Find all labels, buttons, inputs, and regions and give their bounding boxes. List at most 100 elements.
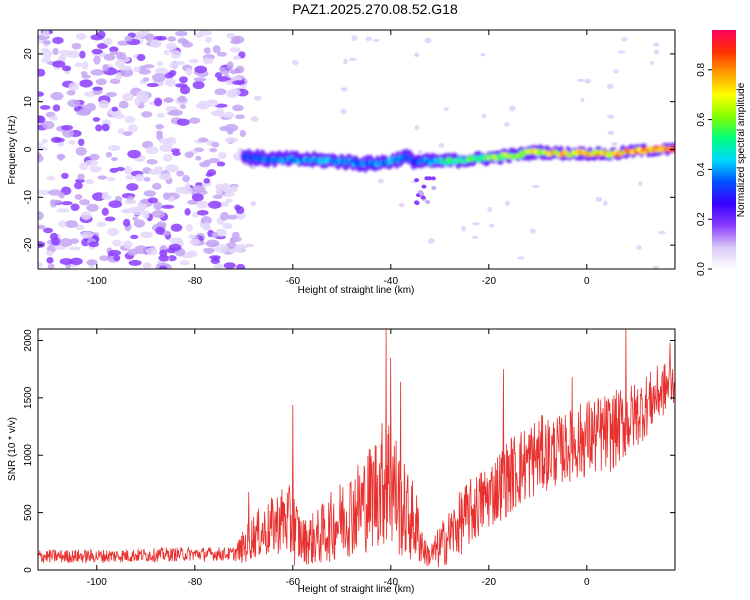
spectrogram-ylabel: Frequency (Hz) <box>7 116 18 185</box>
noise-blob <box>42 30 50 37</box>
noise-blob <box>138 68 151 75</box>
noise-blob <box>42 40 52 45</box>
noise-blob <box>236 263 246 269</box>
noise-blob <box>340 108 347 115</box>
noise-blob <box>92 117 101 122</box>
noise-blob <box>372 38 380 42</box>
spectrogram-y-ticks: -20 -10 0 10 20 <box>23 48 675 252</box>
noise-blob <box>163 49 170 56</box>
noise-blob <box>214 72 222 79</box>
noise-blob <box>74 224 85 231</box>
noise-blob <box>417 150 423 154</box>
noise-blob <box>66 90 76 96</box>
noise-blob <box>97 175 108 180</box>
noise-blob <box>49 199 63 204</box>
noise-blob <box>176 170 185 177</box>
noise-blob <box>584 78 591 84</box>
spectrogram-x-ticks: -100 -80 -60 -40 -20 0 <box>87 30 590 287</box>
noise-blob <box>147 197 159 204</box>
noise-blob <box>165 42 178 51</box>
noise-blob <box>38 142 44 147</box>
noise-blob <box>230 185 238 193</box>
noise-blob <box>104 216 116 222</box>
y-tick-label: 2000 <box>23 329 34 352</box>
noise-blob <box>105 151 113 158</box>
noise-blob <box>103 37 113 46</box>
noise-blob <box>101 207 109 216</box>
noise-blob <box>95 78 107 86</box>
noise-blob <box>84 159 99 167</box>
noise-blob <box>133 31 148 37</box>
noise-blob <box>205 172 214 177</box>
snr-series-line <box>38 329 675 568</box>
noise-blob <box>234 114 245 120</box>
noise-blob <box>38 68 46 77</box>
noise-blob <box>127 149 141 159</box>
y-tick-label: -20 <box>23 237 34 252</box>
noise-blob <box>155 226 165 235</box>
noise-blob <box>77 138 85 147</box>
noise-blob <box>56 208 70 213</box>
noise-blob <box>179 76 188 84</box>
noise-blob <box>187 199 198 205</box>
noise-blob <box>348 57 357 62</box>
noise-blob <box>158 173 172 181</box>
noise-blob <box>203 178 211 184</box>
noise-blob <box>58 50 72 55</box>
noise-blob <box>481 113 487 119</box>
noise-blob <box>517 256 525 260</box>
noise-blob <box>229 69 238 75</box>
x-tick-label: -20 <box>482 276 497 287</box>
noise-blob <box>657 230 666 235</box>
noise-blob <box>175 186 188 194</box>
noise-blob <box>139 231 154 239</box>
noise-blob <box>109 46 119 53</box>
snr-panel: -100 -80 -60 -40 -20 0 0 500 1000 1500 2000 Heigh… <box>7 328 676 595</box>
noise-blob <box>75 147 87 156</box>
noise-blob <box>141 111 153 118</box>
noise-blob <box>188 234 197 239</box>
noise-blob <box>461 225 466 232</box>
noise-blob <box>343 58 348 65</box>
noise-blob <box>57 153 64 161</box>
noise-blob <box>239 129 246 138</box>
noise-blob <box>212 256 220 262</box>
noise-blob <box>125 175 135 180</box>
x-tick-label: -60 <box>286 577 301 588</box>
noise-blob <box>52 60 66 68</box>
noise-blob <box>179 85 191 95</box>
noise-blob <box>54 137 65 143</box>
noise-blob <box>532 184 540 189</box>
noise-blob <box>398 202 405 208</box>
noise-blob <box>159 143 173 153</box>
noise-blob <box>85 103 97 112</box>
noise-blob <box>250 200 256 207</box>
noise-blob <box>157 35 167 41</box>
noise-blob <box>223 201 230 207</box>
noise-blob <box>124 166 133 175</box>
noise-blob <box>250 165 256 170</box>
noise-blob <box>107 227 120 237</box>
noise-blob <box>140 199 149 204</box>
noise-blob <box>117 40 130 46</box>
noise-blob <box>126 183 139 191</box>
noise-blob <box>67 99 81 108</box>
noise-blob <box>98 99 109 109</box>
snr-xlabel: Height of straight line (km) <box>298 584 415 595</box>
noise-blob <box>185 223 193 232</box>
noise-blob <box>161 204 175 209</box>
noise-blob <box>580 98 585 103</box>
noise-blob <box>58 220 67 228</box>
noise-blob <box>46 256 54 264</box>
noise-blob <box>168 243 182 252</box>
noise-blob <box>101 191 109 199</box>
noise-blob <box>226 127 234 135</box>
noise-blob <box>62 129 74 138</box>
noise-blob <box>365 36 372 42</box>
noise-blob <box>175 30 188 37</box>
noise-blob <box>613 69 619 74</box>
noise-blob <box>38 211 44 221</box>
noise-blob <box>209 147 218 153</box>
noise-blob <box>38 115 46 124</box>
